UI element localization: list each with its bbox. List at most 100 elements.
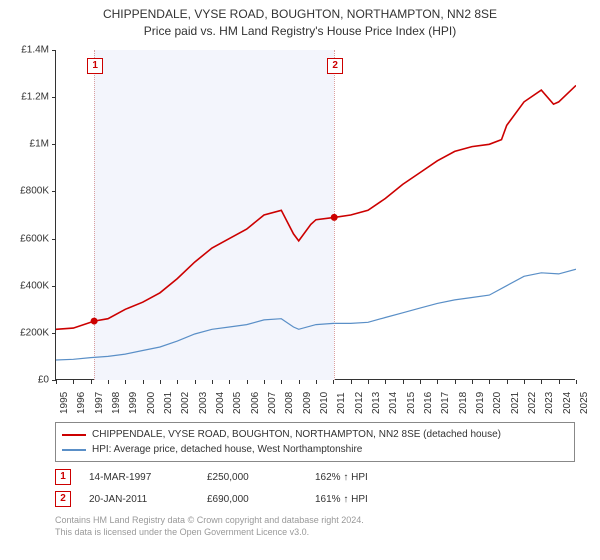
x-tick-mark-11 bbox=[247, 380, 248, 384]
x-tick-label-6: 2001 bbox=[163, 392, 174, 414]
chart-marker-2: 2 bbox=[327, 58, 343, 74]
x-tick-label-22: 2017 bbox=[440, 392, 451, 414]
x-tick-mark-28 bbox=[541, 380, 542, 384]
x-tick-mark-24 bbox=[472, 380, 473, 384]
x-tick-mark-25 bbox=[489, 380, 490, 384]
x-tick-label-12: 2007 bbox=[267, 392, 278, 414]
x-tick-mark-10 bbox=[229, 380, 230, 384]
x-tick-label-21: 2016 bbox=[423, 392, 434, 414]
legend-row-1: HPI: Average price, detached house, West… bbox=[62, 442, 568, 457]
x-tick-mark-26 bbox=[507, 380, 508, 384]
x-tick-label-26: 2021 bbox=[510, 392, 521, 414]
y-tick-label-2: £400K bbox=[20, 280, 49, 291]
sale-dot-0 bbox=[91, 318, 98, 325]
x-tick-mark-6 bbox=[160, 380, 161, 384]
x-tick-mark-21 bbox=[420, 380, 421, 384]
x-tick-mark-19 bbox=[385, 380, 386, 384]
title-line-1: CHIPPENDALE, VYSE ROAD, BOUGHTON, NORTHA… bbox=[0, 6, 600, 23]
x-tick-mark-22 bbox=[437, 380, 438, 384]
title-block: CHIPPENDALE, VYSE ROAD, BOUGHTON, NORTHA… bbox=[0, 0, 600, 40]
y-tick-mark-1 bbox=[52, 333, 56, 334]
x-tick-label-13: 2008 bbox=[284, 392, 295, 414]
sale-marker-1: 2 bbox=[55, 491, 71, 507]
x-tick-mark-5 bbox=[143, 380, 144, 384]
x-tick-label-1: 1996 bbox=[76, 392, 87, 414]
footer: Contains HM Land Registry data © Crown c… bbox=[55, 514, 575, 538]
y-tick-mark-6 bbox=[52, 97, 56, 98]
sale-row-0: 1 14-MAR-1997 £250,000 162% ↑ HPI bbox=[55, 466, 575, 488]
footer-line-2: This data is licensed under the Open Gov… bbox=[55, 526, 575, 538]
y-tick-mark-7 bbox=[52, 50, 56, 51]
legend: CHIPPENDALE, VYSE ROAD, BOUGHTON, NORTHA… bbox=[55, 422, 575, 462]
chart-container: CHIPPENDALE, VYSE ROAD, BOUGHTON, NORTHA… bbox=[0, 0, 600, 560]
x-tick-label-25: 2020 bbox=[492, 392, 503, 414]
x-tick-mark-13 bbox=[281, 380, 282, 384]
y-tick-label-5: £1M bbox=[30, 139, 49, 150]
chart-marker-1: 1 bbox=[87, 58, 103, 74]
title-line-2: Price paid vs. HM Land Registry's House … bbox=[0, 23, 600, 40]
y-tick-label-6: £1.2M bbox=[21, 92, 49, 103]
x-tick-mark-9 bbox=[212, 380, 213, 384]
sale-hpi-0: 162% ↑ HPI bbox=[315, 472, 405, 483]
x-tick-label-24: 2019 bbox=[475, 392, 486, 414]
sale-date-1: 20-JAN-2011 bbox=[89, 494, 189, 505]
x-tick-label-18: 2013 bbox=[371, 392, 382, 414]
x-tick-label-30: 2025 bbox=[579, 392, 590, 414]
sale-date-0: 14-MAR-1997 bbox=[89, 472, 189, 483]
x-tick-mark-23 bbox=[455, 380, 456, 384]
y-tick-label-1: £200K bbox=[20, 327, 49, 338]
x-tick-label-3: 1998 bbox=[111, 392, 122, 414]
x-tick-label-2: 1997 bbox=[94, 392, 105, 414]
x-tick-mark-20 bbox=[403, 380, 404, 384]
chart-area: 12 £0£200K£400K£600K£800K£1M£1.2M£1.4M 1… bbox=[55, 50, 575, 380]
y-tick-mark-3 bbox=[52, 239, 56, 240]
sale-dot-1 bbox=[331, 214, 338, 221]
line-svg bbox=[56, 50, 576, 380]
legend-swatch-1 bbox=[62, 449, 86, 451]
x-tick-label-14: 2009 bbox=[302, 392, 313, 414]
y-tick-label-0: £0 bbox=[38, 375, 49, 386]
x-tick-label-17: 2012 bbox=[354, 392, 365, 414]
y-tick-mark-2 bbox=[52, 286, 56, 287]
x-tick-mark-2 bbox=[91, 380, 92, 384]
x-tick-mark-30 bbox=[576, 380, 577, 384]
sale-rows: 1 14-MAR-1997 £250,000 162% ↑ HPI 2 20-J… bbox=[55, 466, 575, 510]
x-tick-mark-7 bbox=[177, 380, 178, 384]
legend-label-0: CHIPPENDALE, VYSE ROAD, BOUGHTON, NORTHA… bbox=[92, 427, 501, 442]
y-tick-label-7: £1.4M bbox=[21, 45, 49, 56]
x-tick-mark-12 bbox=[264, 380, 265, 384]
sale-price-1: £690,000 bbox=[207, 494, 297, 505]
x-tick-label-29: 2024 bbox=[562, 392, 573, 414]
x-tick-label-23: 2018 bbox=[458, 392, 469, 414]
x-tick-label-9: 2004 bbox=[215, 392, 226, 414]
x-tick-mark-14 bbox=[299, 380, 300, 384]
legend-row-0: CHIPPENDALE, VYSE ROAD, BOUGHTON, NORTHA… bbox=[62, 427, 568, 442]
sale-row-1: 2 20-JAN-2011 £690,000 161% ↑ HPI bbox=[55, 488, 575, 510]
y-tick-label-3: £600K bbox=[20, 233, 49, 244]
legend-label-1: HPI: Average price, detached house, West… bbox=[92, 442, 362, 457]
series-hpi bbox=[56, 269, 576, 360]
series-price_paid bbox=[56, 85, 576, 329]
x-tick-label-10: 2005 bbox=[232, 392, 243, 414]
x-tick-mark-4 bbox=[125, 380, 126, 384]
x-tick-label-7: 2002 bbox=[180, 392, 191, 414]
y-tick-label-4: £800K bbox=[20, 186, 49, 197]
x-tick-label-0: 1995 bbox=[59, 392, 70, 414]
x-tick-mark-17 bbox=[351, 380, 352, 384]
x-tick-mark-15 bbox=[316, 380, 317, 384]
x-tick-mark-18 bbox=[368, 380, 369, 384]
x-tick-label-20: 2015 bbox=[406, 392, 417, 414]
x-tick-label-4: 1999 bbox=[128, 392, 139, 414]
plot-area: 12 £0£200K£400K£600K£800K£1M£1.2M£1.4M 1… bbox=[55, 50, 575, 380]
x-tick-mark-29 bbox=[559, 380, 560, 384]
x-tick-mark-27 bbox=[524, 380, 525, 384]
x-tick-mark-8 bbox=[195, 380, 196, 384]
x-tick-label-8: 2003 bbox=[198, 392, 209, 414]
x-tick-mark-0 bbox=[56, 380, 57, 384]
x-tick-mark-1 bbox=[73, 380, 74, 384]
sale-hpi-1: 161% ↑ HPI bbox=[315, 494, 405, 505]
footer-line-1: Contains HM Land Registry data © Crown c… bbox=[55, 514, 575, 526]
x-tick-label-15: 2010 bbox=[319, 392, 330, 414]
sale-marker-0: 1 bbox=[55, 469, 71, 485]
x-tick-label-11: 2006 bbox=[250, 392, 261, 414]
